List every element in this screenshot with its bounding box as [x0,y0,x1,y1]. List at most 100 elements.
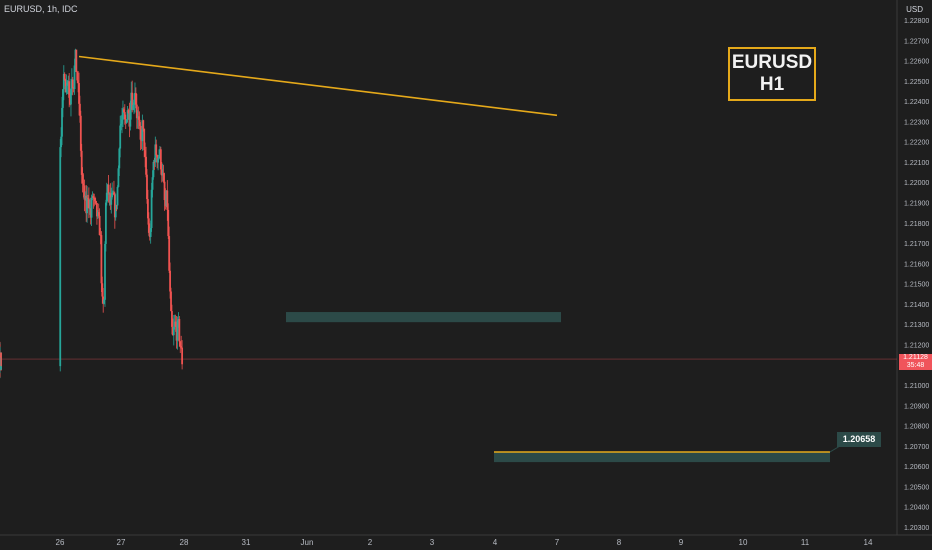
candle-body [153,161,156,163]
candle-body [127,110,130,113]
candle-body [90,197,93,218]
candle-body [115,205,118,206]
candle-body [175,326,178,341]
candle-body [98,215,101,236]
candle-body [63,73,66,80]
y-tick-label: 1.21300 [904,322,929,329]
y-tick-label: 1.21000 [904,383,929,390]
candle-body [143,128,146,151]
y-tick-label: 1.20900 [904,403,929,410]
candle-body [168,236,171,271]
symbol-label-text: EURUSD [731,52,813,73]
candle-body [60,136,63,148]
x-tick-label: 4 [493,538,498,547]
candle-body [178,319,181,342]
support-zone [286,312,561,323]
candle-body [148,232,151,237]
x-tick-label: 10 [739,538,748,547]
candle-body [141,120,144,142]
candle-body [171,326,174,336]
candle-body [167,209,170,237]
x-tick-label: 27 [117,538,126,547]
price-scale-currency: USD [906,5,923,14]
candle-body [146,174,148,200]
y-tick-label: 1.22000 [904,180,929,187]
candle-body [0,356,2,370]
x-tick-label: 2 [368,538,373,547]
y-tick-label: 1.20400 [904,505,929,512]
candle-body [142,120,145,129]
y-tick-label: 1.22400 [904,99,929,106]
x-tick-label: 9 [679,538,684,547]
candle-body [0,369,2,371]
candle-body [157,158,159,163]
candle-body [62,73,65,90]
candle-body [103,299,105,304]
candle-body [82,183,85,186]
candle-body [147,218,150,233]
timeframe-label-text: H1 [759,74,785,95]
symbol-header[interactable]: EURUSD, 1h, IDC [4,4,78,14]
candle-body [96,203,98,217]
candle-body [151,177,154,190]
x-tick-label: 31 [242,538,251,547]
candle-body [65,85,68,93]
y-tick-label: 1.21600 [904,261,929,268]
candle-body [155,144,158,156]
candle-body [177,319,180,321]
candle-body [144,150,147,157]
candle-body [138,119,141,127]
y-tick-label: 1.21800 [904,221,929,228]
y-tick-label: 1.22300 [904,119,929,126]
candle-body [161,173,164,176]
candle-body [159,149,161,155]
candle-body [181,347,184,365]
candle-body [159,149,162,170]
candle-body [110,197,113,205]
candle-body [107,184,110,195]
candle-body [140,139,143,142]
candle-body [133,102,135,105]
candle-body [147,199,149,219]
candle-body [135,104,138,119]
candle-body [180,346,183,348]
candle-body [123,112,126,120]
candle-body [130,92,133,110]
candle-body [70,88,72,105]
bar-countdown: 35:48 [906,362,925,369]
candle-body [94,198,97,201]
candle-body [77,80,80,84]
candle-body [152,161,155,178]
candle-body [83,185,86,200]
x-tick-label: 7 [555,538,560,547]
symbol-label-box: EURUSD H1 [728,47,816,101]
x-tick-label: 28 [180,538,189,547]
candle-body [73,65,76,90]
candle-body [114,205,117,218]
candle-body [120,123,122,126]
candle-body [166,190,169,210]
candle-body [125,119,128,124]
candle-body [136,116,139,119]
candle-body [163,181,166,201]
candle-body [86,197,88,214]
candle-body [134,92,137,105]
y-tick-label: 1.21200 [904,342,929,349]
candle-body [176,320,179,341]
candle-body [97,212,100,216]
x-tick-label: 26 [56,538,65,547]
y-tick-label: 1.20500 [904,484,929,491]
candle-body [95,200,97,204]
y-tick-label: 1.21500 [904,282,929,289]
candle-body [104,243,106,300]
candle-body [139,126,142,140]
y-tick-label: 1.21900 [904,201,929,208]
candle-body [156,155,159,163]
candle-body [79,103,81,116]
candle-body [100,235,103,284]
candle-body [162,173,165,182]
candle-body [179,341,182,347]
candle-body [79,115,82,151]
candle-body [80,150,83,175]
